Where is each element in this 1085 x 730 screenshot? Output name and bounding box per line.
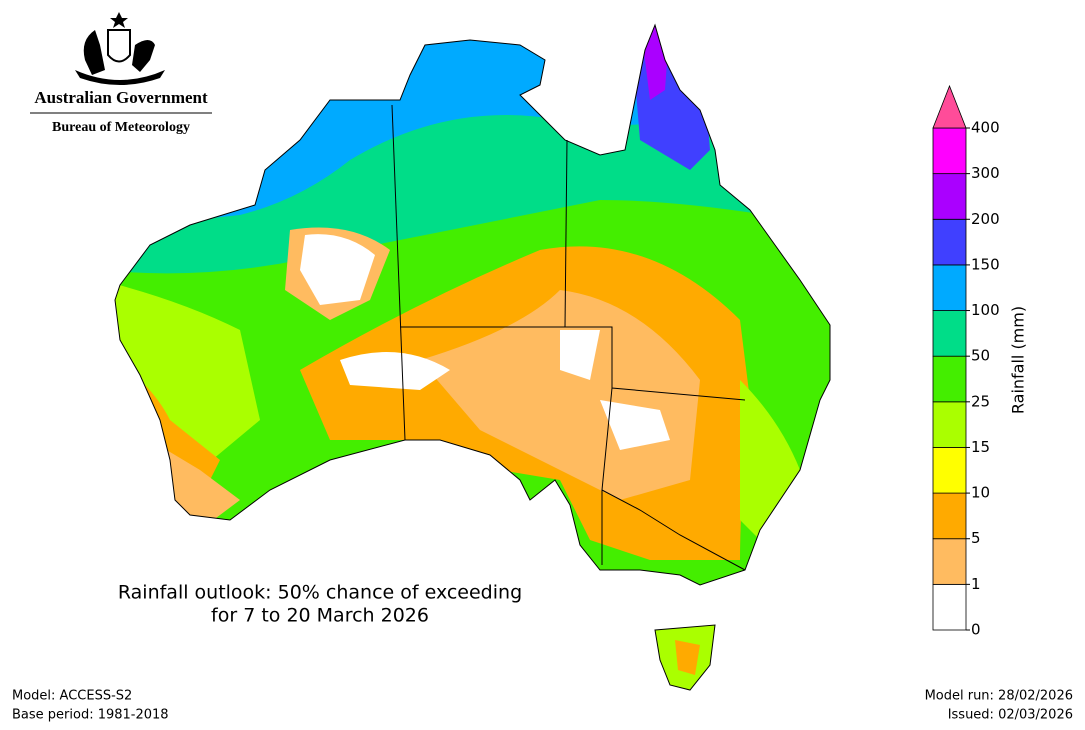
footer-issued: Issued: 02/03/2026 <box>948 708 1073 723</box>
legend-swatch <box>932 492 967 540</box>
agency-name: Bureau of Meteorology <box>52 120 190 135</box>
legend-tick-label: 50 <box>971 347 990 365</box>
footer-model-run: Model run: 28/02/2026 <box>925 689 1073 704</box>
legend-tick-label: 300 <box>971 164 1000 182</box>
coat-of-arms <box>75 12 165 85</box>
legend-tick-label: 200 <box>971 210 1000 228</box>
legend-swatch <box>932 355 967 403</box>
footer-base-period: Base period: 1981-2018 <box>12 708 169 723</box>
legend-tick-label: 10 <box>971 484 990 502</box>
legend-label: Rainfall (mm) <box>1009 306 1028 414</box>
legend-tick-label: 1 <box>971 575 981 593</box>
legend-tick-label: 25 <box>971 392 990 410</box>
state-borders <box>391 104 746 571</box>
legend-tick-label: 150 <box>971 255 1000 273</box>
legend-swatch <box>932 401 967 448</box>
legend-tick-label: 100 <box>971 301 1000 319</box>
legend-swatch <box>932 264 967 311</box>
map-title: for 7 to 20 March 2026 <box>211 605 429 627</box>
legend-tick-label: 15 <box>971 438 990 456</box>
legend-swatch <box>932 310 967 357</box>
legend-swatch <box>932 218 967 266</box>
legend-tick-label: 400 <box>971 119 1000 137</box>
legend-swatch <box>932 447 967 494</box>
government-name: Australian Government <box>34 88 208 107</box>
legend-extend <box>932 84 967 129</box>
legend-tick-label: 5 <box>971 529 981 547</box>
legend-swatch <box>932 127 967 175</box>
legend-swatch <box>932 173 967 220</box>
legend-swatch <box>932 583 967 631</box>
legend-swatch <box>932 538 967 585</box>
legend-tick-label: 0 <box>971 621 981 639</box>
map-title: Rainfall outlook: 50% chance of exceedin… <box>118 582 522 604</box>
footer-model: Model: ACCESS-S2 <box>12 689 132 704</box>
